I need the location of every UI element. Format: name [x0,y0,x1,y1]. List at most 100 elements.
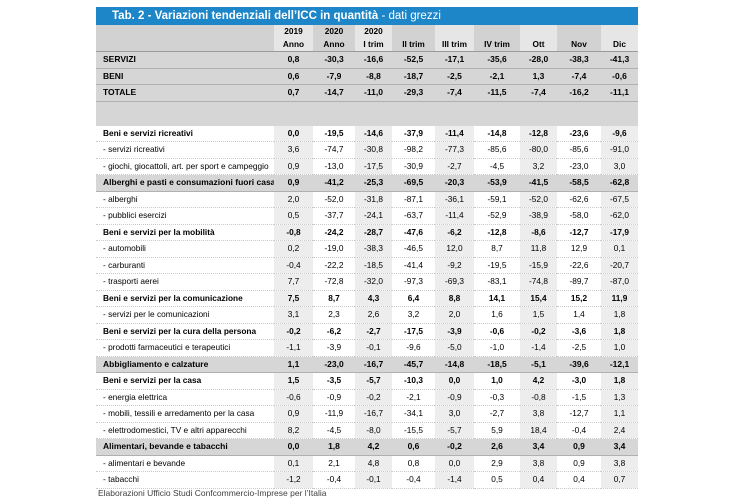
row-value: -62,8 [601,174,638,192]
row-value: 1,5 [520,306,557,324]
row-value: 11,8 [520,240,557,258]
row-value: -9,2 [435,257,474,274]
row-value: 2,1 [313,455,355,472]
row-value: 0,9 [557,438,601,456]
row-value: 1,8 [601,306,638,324]
row-value: 8,2 [274,422,313,439]
row-value: -0,2 [274,323,313,340]
table-row: Alimentari, bevande e tabacchi 0,0 1,8 4,2 0… [96,438,638,456]
row-value: -39,6 [557,356,601,373]
row-value: -15,5 [392,422,435,439]
spacer-cell [435,113,474,126]
row-value: 1,3 [520,68,557,85]
table-row: Beni e servizi per la cura della persona… [96,323,638,340]
row-value: -3,5 [313,372,355,390]
spacer-cell [96,101,274,114]
row-value: -74,7 [313,141,355,159]
row-value: -2,7 [474,405,520,423]
row-value: -52,9 [474,207,520,225]
row-value: 3,0 [601,158,638,175]
row-value: 0,9 [274,405,313,423]
row-value: -28,7 [355,224,392,241]
row-value: 0,0 [274,125,313,142]
row-value: -19,5 [313,125,355,142]
row-value: -5,1 [520,356,557,373]
row-value: -29,3 [392,84,435,102]
header-period: Anno [274,38,313,52]
row-value: 2,4 [601,422,638,439]
row-value: -2,7 [435,158,474,175]
row-value: -0,4 [557,422,601,439]
row-value: -41,2 [313,174,355,192]
row-value: 8,8 [435,290,474,307]
row-value: -52,0 [313,191,355,208]
row-value: 3,4 [520,438,557,456]
row-value: -62,6 [557,191,601,208]
row-label: Beni e servizi per la comunicazione [96,290,274,307]
row-value: -24,2 [313,224,355,241]
row-value: -6,2 [313,323,355,340]
row-value: -15,9 [520,257,557,274]
row-value: 8,7 [474,240,520,258]
row-value: -16,7 [355,356,392,373]
row-value: -36,1 [435,191,474,208]
row-value: 3,0 [435,405,474,423]
row-value: 0,5 [474,471,520,489]
spacer-cell [313,101,355,114]
row-value: 15,4 [520,290,557,307]
row-value: -67,5 [601,191,638,208]
row-value: -1,4 [520,339,557,357]
table-title-sub: - dati grezzi [378,10,441,22]
header-year [557,25,601,38]
row-value: -30,9 [392,158,435,175]
row-value: -11,0 [355,84,392,102]
row-value: 3,8 [520,405,557,423]
row-value: 0,4 [557,471,601,489]
spacer-cell [601,113,638,126]
row-value: 1,6 [474,306,520,324]
row-value: 4,8 [355,455,392,472]
row-value: -14,7 [313,84,355,102]
row-value: 1,1 [274,356,313,373]
row-value: 0,9 [274,158,313,175]
row-value: 11,9 [601,290,638,307]
row-value: -0,8 [520,389,557,406]
row-value: -85,6 [474,141,520,159]
row-value: -7,4 [435,84,474,102]
source-note: Elaborazioni Ufficio Studi Confcommercio… [98,488,327,498]
row-value: -19,0 [313,240,355,258]
row-value: -17,1 [435,51,474,69]
row-value: 2,6 [355,306,392,324]
row-value: -62,0 [601,207,638,225]
row-value: -14,8 [474,125,520,142]
row-value: 0,1 [274,455,313,472]
row-value: 0,9 [274,174,313,192]
table-row: - alberghi 2,0 -52,0 -31,8 -87,1 -36,1 -59,1 -5… [96,191,638,208]
header-period: Dic [601,38,638,52]
row-label: - energia elettrica [96,389,274,406]
row-value: -0,6 [474,323,520,340]
row-value: -18,5 [355,257,392,274]
row-value: -16,2 [557,84,601,102]
row-value: 0,0 [435,372,474,390]
header-row-periods: Anno Anno I trim II trim III trim IV tri… [96,38,638,52]
row-value: -12,8 [474,224,520,241]
row-value: 18,4 [520,422,557,439]
row-value: -12,7 [557,224,601,241]
row-label: - mobili, tessili e arredamento per la c… [96,405,274,423]
row-value: -41,3 [601,51,638,69]
row-value: 2,0 [435,306,474,324]
row-label: TOTALE [96,84,274,102]
header-year: 2019 [274,25,313,38]
header-year [392,25,435,38]
row-value: 0,4 [520,471,557,489]
row-value: 0,7 [601,471,638,489]
table-row: BENI 0,6 -7,9 -8,8 -18,7 -2,5 -2,1 1,3 -7,4 -0,6 [96,68,638,85]
row-value: -19,5 [474,257,520,274]
row-value: -24,1 [355,207,392,225]
row-value: -41,5 [520,174,557,192]
row-value: -0,4 [274,257,313,274]
row-value: 0,6 [392,438,435,456]
row-value: -0,4 [313,471,355,489]
table-row: - elettrodomestici, TV e altri apparecch… [96,422,638,439]
